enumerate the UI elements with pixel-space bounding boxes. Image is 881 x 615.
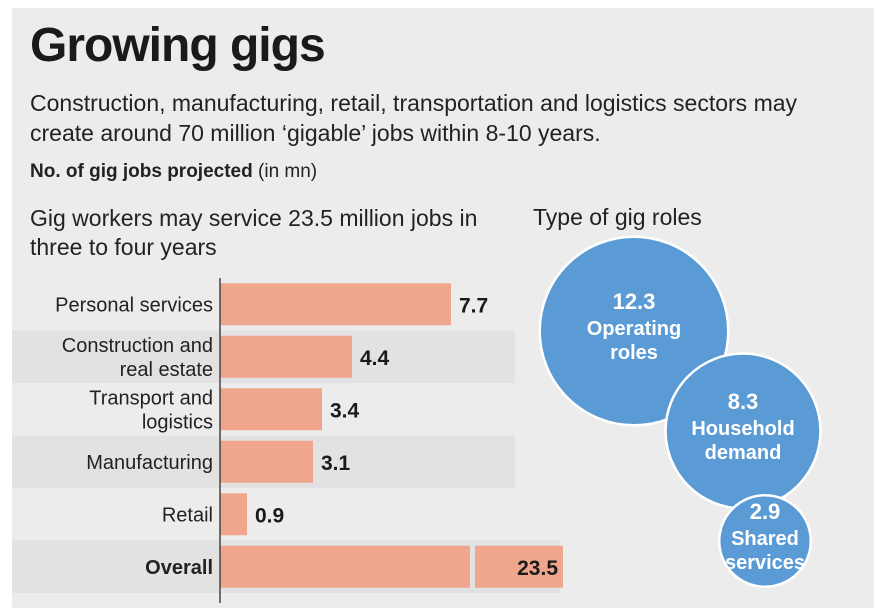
value-label: 4.4 [360,347,390,370]
bubble-value: 2.9 [750,499,781,524]
bar-retail [220,493,247,536]
unit-note-label: No. of gig jobs projected [30,161,253,182]
category-label: Transport and [89,387,213,409]
bar-transport-and-logistics [220,388,322,431]
bubble-label: Shared [731,528,799,550]
value-label: 3.1 [321,452,351,475]
value-label-overall: 23.5 [517,557,558,580]
category-label: Overall [145,557,213,579]
bar-construction-and-real-estate [220,335,352,378]
bar-chart-heading: Gig workers may service 23.5 million job… [30,205,478,260]
bubble-shared-services [717,493,813,589]
bubble-label: demand [705,442,782,464]
bubble-label: Operating [587,318,681,340]
bubble-operating-roles [538,235,730,427]
value-label: 3.4 [330,399,360,422]
category-label: Construction and [62,335,213,357]
category-label: Manufacturing [86,452,213,474]
bubble-value: 12.3 [613,289,656,314]
bubble-chart-heading: Type of gig roles [533,204,702,230]
value-label: 0.9 [255,504,284,527]
bubble-value: 8.3 [728,389,759,414]
category-label: real estate [120,359,213,381]
row-band [12,488,515,541]
category-label: logistics [142,411,213,433]
chart-title: Growing gigs [30,19,326,72]
bubble-label: Household [691,418,794,440]
bar-overall-segment-2 [475,545,563,588]
unit-note: No. of gig jobs projected (in mn) [30,161,317,183]
value-label: 7.7 [459,294,488,317]
bar-manufacturing [220,440,313,483]
unit-note-unit: (in mn) [258,161,318,182]
bubble-label: roles [610,342,658,364]
category-label: Personal services [55,294,213,316]
bar-overall-segment-1 [220,545,470,588]
category-label: Retail [162,504,213,526]
bubble-label: services [725,552,805,574]
bar-personal-services [220,283,451,326]
chart-subtitle: Construction, manufacturing, retail, tra… [30,90,798,146]
